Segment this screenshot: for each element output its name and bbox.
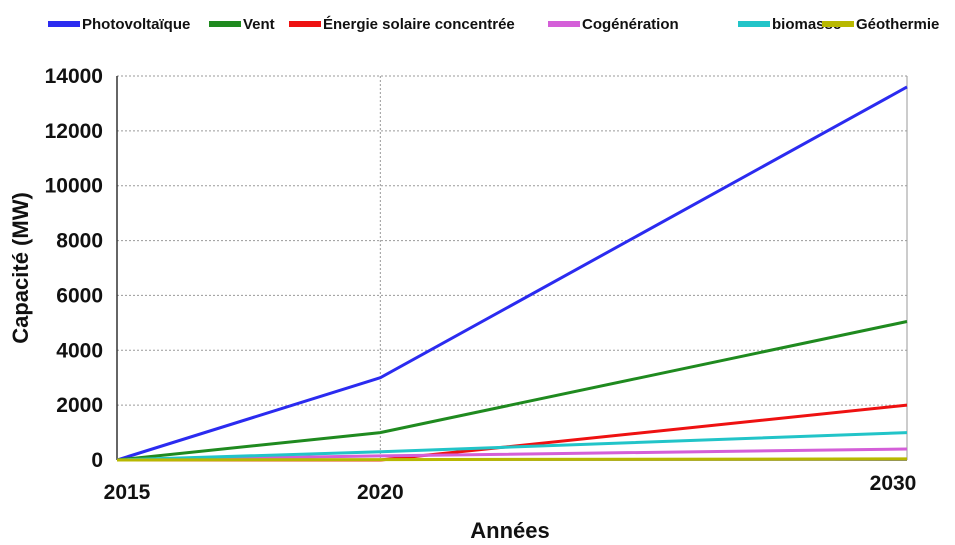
legend-label: Vent — [243, 16, 275, 33]
y-tick-label: 12000 — [45, 120, 103, 143]
y-tick-label: 4000 — [56, 339, 103, 362]
legend-swatch — [548, 21, 580, 27]
y-tick-label: 8000 — [56, 230, 103, 253]
legend-label: Géothermie — [856, 16, 939, 33]
grid — [117, 75, 908, 460]
y-tick-label: 10000 — [45, 175, 103, 198]
y-tick-label: 0 — [91, 449, 103, 472]
legend-swatch — [822, 21, 854, 27]
y-tick-label: 6000 — [56, 284, 103, 307]
y-tick-label: 14000 — [45, 65, 103, 88]
legend-label: Énergie solaire concentrée — [323, 16, 515, 33]
legend-label: biomasse — [772, 16, 841, 33]
legend: Photovoltaïque Vent Énergie solaire concen… — [48, 16, 939, 33]
axes — [116, 75, 908, 461]
legend-swatch — [289, 21, 321, 27]
series-line-6 — [116, 457, 908, 462]
x-tick-labels: 2015 2020 2030 — [104, 472, 917, 504]
series-line-1 — [116, 85, 908, 462]
legend-swatch — [738, 21, 770, 27]
legend-label: Cogénération — [582, 16, 679, 33]
legend-label: Photovoltaïque — [82, 16, 190, 33]
series-line-2 — [116, 320, 908, 462]
y-tick-labels: 0 2000 4000 6000 8000 10000 12000 14000 — [45, 65, 103, 472]
x-axis-title: Années — [470, 518, 549, 543]
y-axis-title: Capacité (MW) — [8, 192, 33, 344]
series-line-5 — [116, 431, 908, 462]
legend-swatch — [48, 21, 80, 27]
series-lines — [116, 85, 908, 462]
x-tick-label: 2015 — [104, 481, 151, 504]
x-tick-label: 2020 — [357, 481, 404, 504]
plot-frame — [116, 75, 908, 461]
y-tick-label: 2000 — [56, 394, 103, 417]
legend-swatch — [209, 21, 241, 27]
x-tick-label: 2030 — [870, 472, 917, 495]
